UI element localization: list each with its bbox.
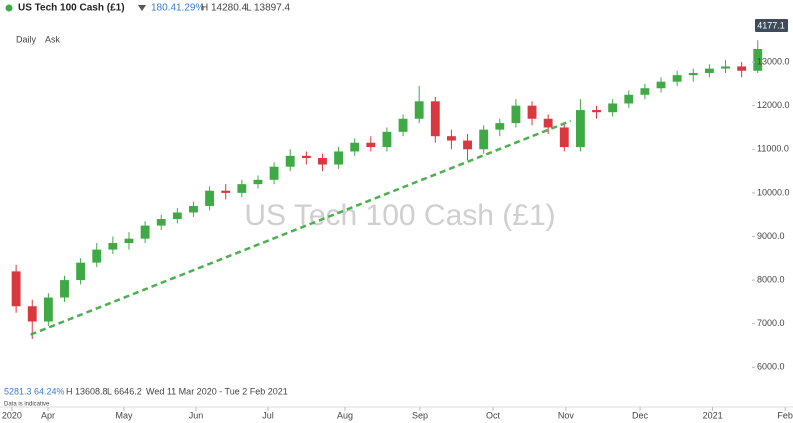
candle-body [463,140,472,150]
x-tick-label: Aug [337,410,353,420]
candle-body [124,238,134,244]
low: L 13897.4 [246,3,291,14]
x-tick-label: Sep [412,410,428,420]
footer-high: H 13608.8 [66,386,108,396]
candle-body [156,219,166,226]
watermark: US Tech 100 Cash (£1) [244,199,555,232]
candle-body [189,205,198,213]
candle-body [527,105,537,119]
candle-body [479,129,489,150]
y-tick-label: 11000.0 [757,144,789,154]
candle-body [704,68,714,73]
candle-body [172,212,182,220]
candle-body [76,262,86,281]
candle-body [253,179,263,185]
candle-body [285,155,295,167]
candle-body [221,190,231,193]
candle-body [672,75,682,82]
status-dot [5,4,13,12]
candle-body [92,249,102,263]
candle-body [350,142,360,152]
candle-body [721,66,730,69]
y-tick-label: 9000.0 [757,231,785,241]
candle-body [140,225,150,239]
candle-body [318,157,327,165]
interval[interactable]: Daily [16,34,37,44]
candle-body [624,94,634,104]
candle-body [237,184,247,193]
x-tick-label: Jul [262,410,274,420]
x-tick-label: Dec [632,410,649,420]
change: 180.4 [151,3,176,14]
x-tick-label: Nov [558,410,575,420]
candle-body [60,280,69,298]
footer-note: Data is indicative [4,402,50,408]
x-tick-label: Feb [777,410,793,420]
candle-body [511,105,521,124]
y-tick-label: 6000.0 [757,362,785,372]
candle-body [688,72,698,76]
candle-body [495,123,505,130]
candle-body [43,297,53,322]
x-tick-label: Apr [41,410,55,420]
candle-body [543,118,553,128]
x-tick-label: 2020 [2,410,22,420]
candle-body [366,142,376,148]
candle-body [753,48,763,71]
y-tick-label: 12000.0 [757,100,790,110]
candle-body [414,101,424,119]
trendline [30,119,572,336]
y-tick-label: 10000.0 [757,187,790,197]
footer-change-pct: 64.24% [34,386,65,396]
candle-body [737,66,747,71]
candle-body [301,155,311,158]
footer-range: Wed 11 Mar 2020 - Tue 2 Feb 2021 [146,386,288,396]
x-tick-label: Jun [189,410,204,420]
candle-body [334,151,344,165]
candle-body [27,306,37,322]
candle-body [559,127,569,148]
x-tick-label: May [115,410,133,420]
candle-body [11,271,21,307]
y-tick-label: 13000.0 [757,56,790,66]
footer-low: L 6646.2 [107,386,142,396]
candle-body [608,103,618,113]
price-tag-bg [755,19,788,32]
candle-body [398,118,408,132]
candle-body [592,110,601,113]
instrument-title[interactable]: US Tech 100 Cash (£1) [18,3,125,14]
dropdown-icon[interactable] [138,5,146,11]
candle-body [430,101,440,137]
y-tick-label: 7000.0 [757,318,785,328]
side[interactable]: Ask [45,34,61,44]
candle-body [640,88,650,95]
candle-body [446,136,456,141]
candle-body [205,190,215,206]
candle-body [656,81,666,89]
change-pct: 1.29% [176,3,204,14]
candle-body [575,110,585,148]
x-tick-label: Oct [486,410,501,420]
y-tick-label: 8000.0 [757,274,785,284]
price-tag: 4177.1 [757,20,785,30]
footer-change: 5281.3 [4,386,32,396]
candle-body [269,166,279,180]
candle-body [108,243,118,250]
high: H 14280.4 [201,3,248,14]
candle-body [382,131,392,148]
x-tick-label: 2021 [703,410,723,420]
